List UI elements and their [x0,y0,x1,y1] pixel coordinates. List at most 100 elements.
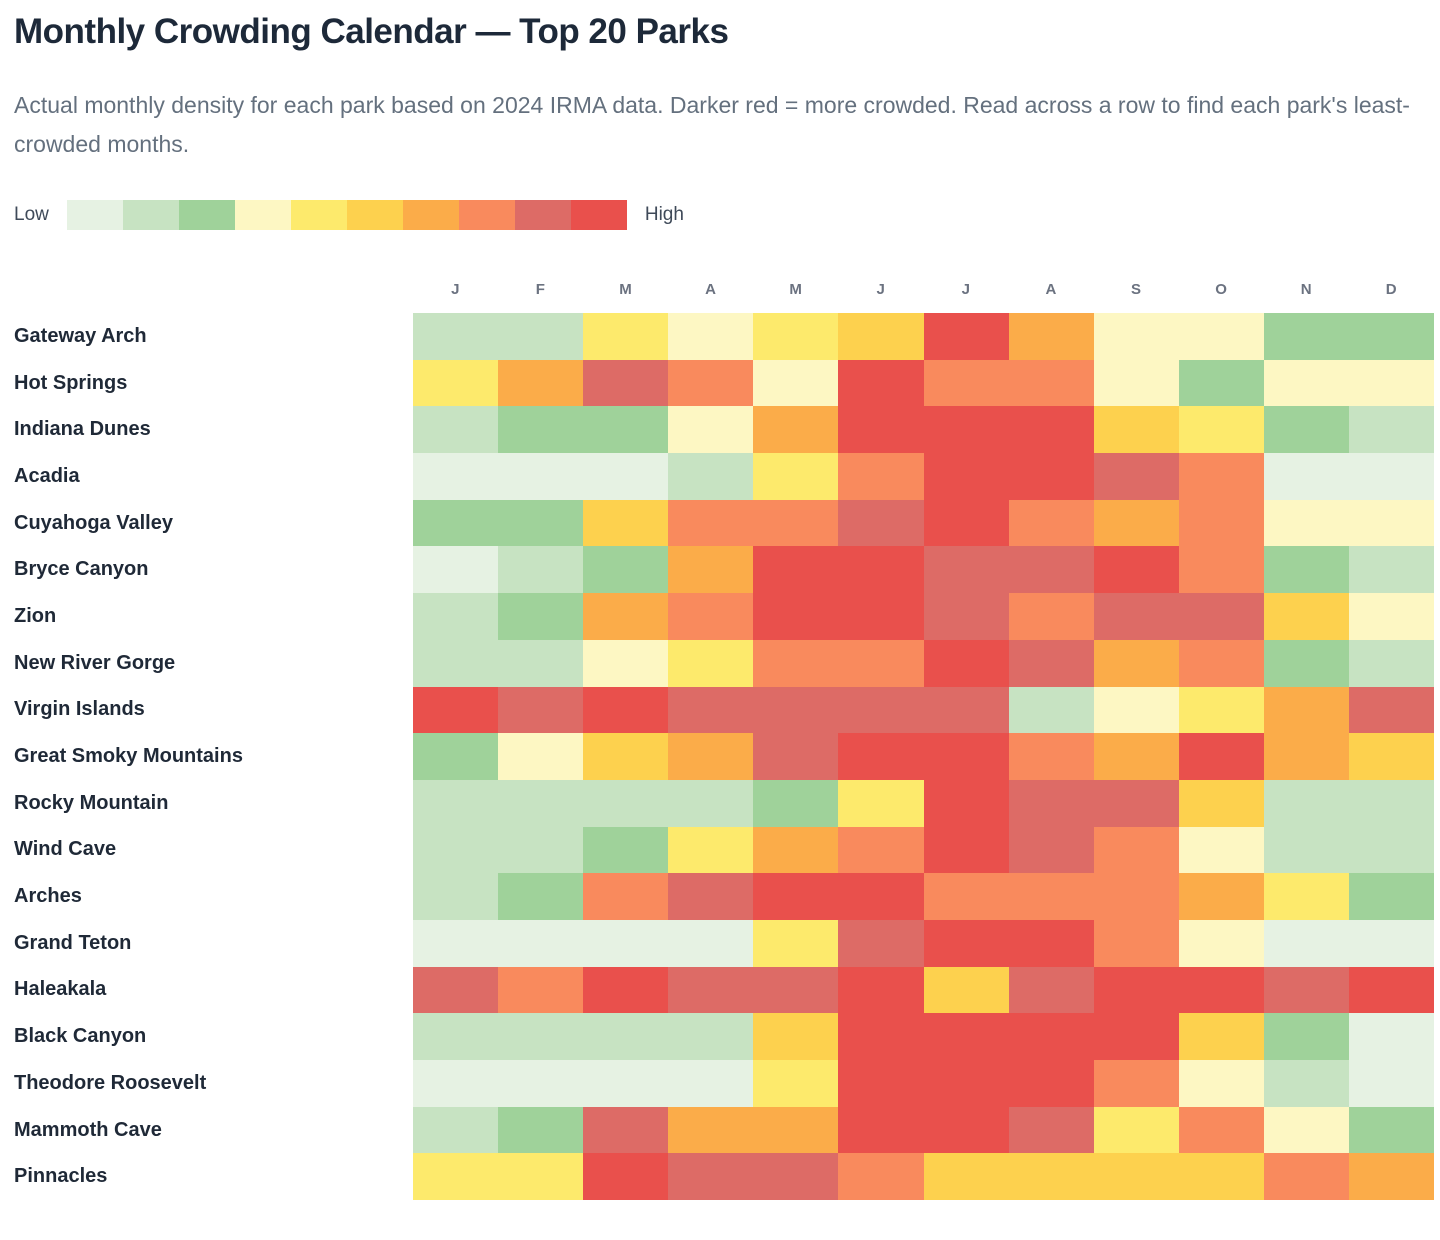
heatmap-cell [1178,359,1264,407]
heatmap-cell [923,733,1009,780]
heatmap-cell [1348,639,1434,687]
legend-swatch [290,200,347,230]
heatmap-cell [583,966,669,1014]
month-header: A [1045,281,1057,298]
heatmap-cell [668,499,754,547]
legend-swatch [122,200,179,230]
month-header: S [1130,281,1142,298]
heatmap-cell [1093,499,1179,547]
heatmap-cell [1093,639,1179,687]
heatmap-cell [1178,1106,1264,1154]
heatmap-cell [753,453,839,500]
month-header: O [1215,281,1228,298]
heatmap-cell [413,733,499,780]
heatmap-cell [1178,313,1264,360]
park-label: Cuyahoga Valley [14,511,173,534]
heatmap-cell [498,593,584,640]
heatmap-cell [1008,733,1094,780]
heatmap-cell [838,499,924,547]
heatmap-grid: Gateway Arch Hot Springs Indiana Dunes Acad… [14,313,1434,1201]
heatmap-cell [838,779,924,827]
heatmap-cell [1093,1060,1179,1107]
heatmap-cell [1178,779,1264,827]
heatmap-cell [498,686,584,734]
park-label: Rocky Mountain [14,791,169,814]
park-label: Wind Cave [14,838,117,861]
heatmap-cell [1008,919,1094,967]
heatmap-cell [753,1013,839,1060]
heatmap-cell [668,733,754,780]
heatmap-cell [753,359,839,407]
heatmap-cell [413,919,499,967]
heatmap-cell [838,639,924,687]
heatmap-cell [583,639,669,687]
heatmap-cell [1263,779,1349,827]
heatmap-cell [923,873,1009,920]
heatmap-cell [583,1013,669,1060]
heatmap-row: Theodore Roosevelt [14,1060,1434,1107]
legend-swatch [458,200,515,230]
heatmap-cell [668,1060,754,1107]
heatmap-cell [498,919,584,967]
heatmap-cell [838,686,924,734]
heatmap-cell [1263,1060,1349,1107]
heatmap-cell [583,779,669,827]
heatmap-cell [1348,1153,1434,1201]
heatmap-cell [923,919,1009,967]
heatmap-cell [1348,1106,1434,1154]
heatmap-cell [923,1060,1009,1107]
heatmap-cell [1348,779,1434,827]
legend-low-label: Low [14,204,49,225]
heatmap-cell [1008,1106,1094,1154]
heatmap-cell [1178,966,1264,1014]
heatmap-cell [1008,1013,1094,1060]
heatmap-cell [753,406,839,454]
crowding-heatmap: J F M A M J J A S O N D Gateway Arch Hot Springs Indi… [14,266,1434,1201]
heatmap-cell [583,1153,669,1201]
heatmap-cell [1093,779,1179,827]
heatmap-cell [413,826,499,874]
legend-swatch [570,200,627,230]
heatmap-cell [1093,1153,1179,1201]
heatmap-cell [923,686,1009,734]
heatmap-cell [413,779,499,827]
heatmap-cell [498,1106,584,1154]
heatmap-cell [753,593,839,640]
legend-swatches [66,200,627,230]
park-label: Zion [14,604,57,627]
heatmap-cell [1093,313,1179,360]
legend-swatch [346,200,403,230]
park-label: Haleakala [14,978,107,1001]
heatmap-row: Arches [14,873,1434,920]
heatmap-cell [838,1106,924,1154]
heatmap-cell [668,966,754,1014]
heatmap-cell [838,826,924,874]
heatmap-cell [753,873,839,920]
heatmap-row: Virgin Islands [14,686,1434,734]
heatmap-cell [838,873,924,920]
heatmap-cell [1348,406,1434,454]
heatmap-cell [583,733,669,780]
heatmap-cell [1008,499,1094,547]
heatmap-cell [838,1013,924,1060]
heatmap-row: Bryce Canyon [14,546,1434,594]
heatmap-cell [1178,453,1264,500]
heatmap-cell [923,499,1009,547]
heatmap-cell [753,1106,839,1154]
heatmap-cell [923,1106,1009,1154]
heatmap-cell [1263,1013,1349,1060]
heatmap-cell [1178,593,1264,640]
heatmap-cell [1008,593,1094,640]
heatmap-cell [923,546,1009,594]
heatmap-cell [1093,453,1179,500]
park-label: Great Smoky Mountains [14,745,243,768]
heatmap-cell [668,406,754,454]
heatmap-cell [668,873,754,920]
heatmap-cell [668,779,754,827]
heatmap-cell [1008,873,1094,920]
heatmap-cell [923,313,1009,360]
legend-high-label: High [644,204,684,225]
heatmap-cell [1178,826,1264,874]
park-label: Pinnacles [14,1165,108,1188]
heatmap-cell [498,873,584,920]
